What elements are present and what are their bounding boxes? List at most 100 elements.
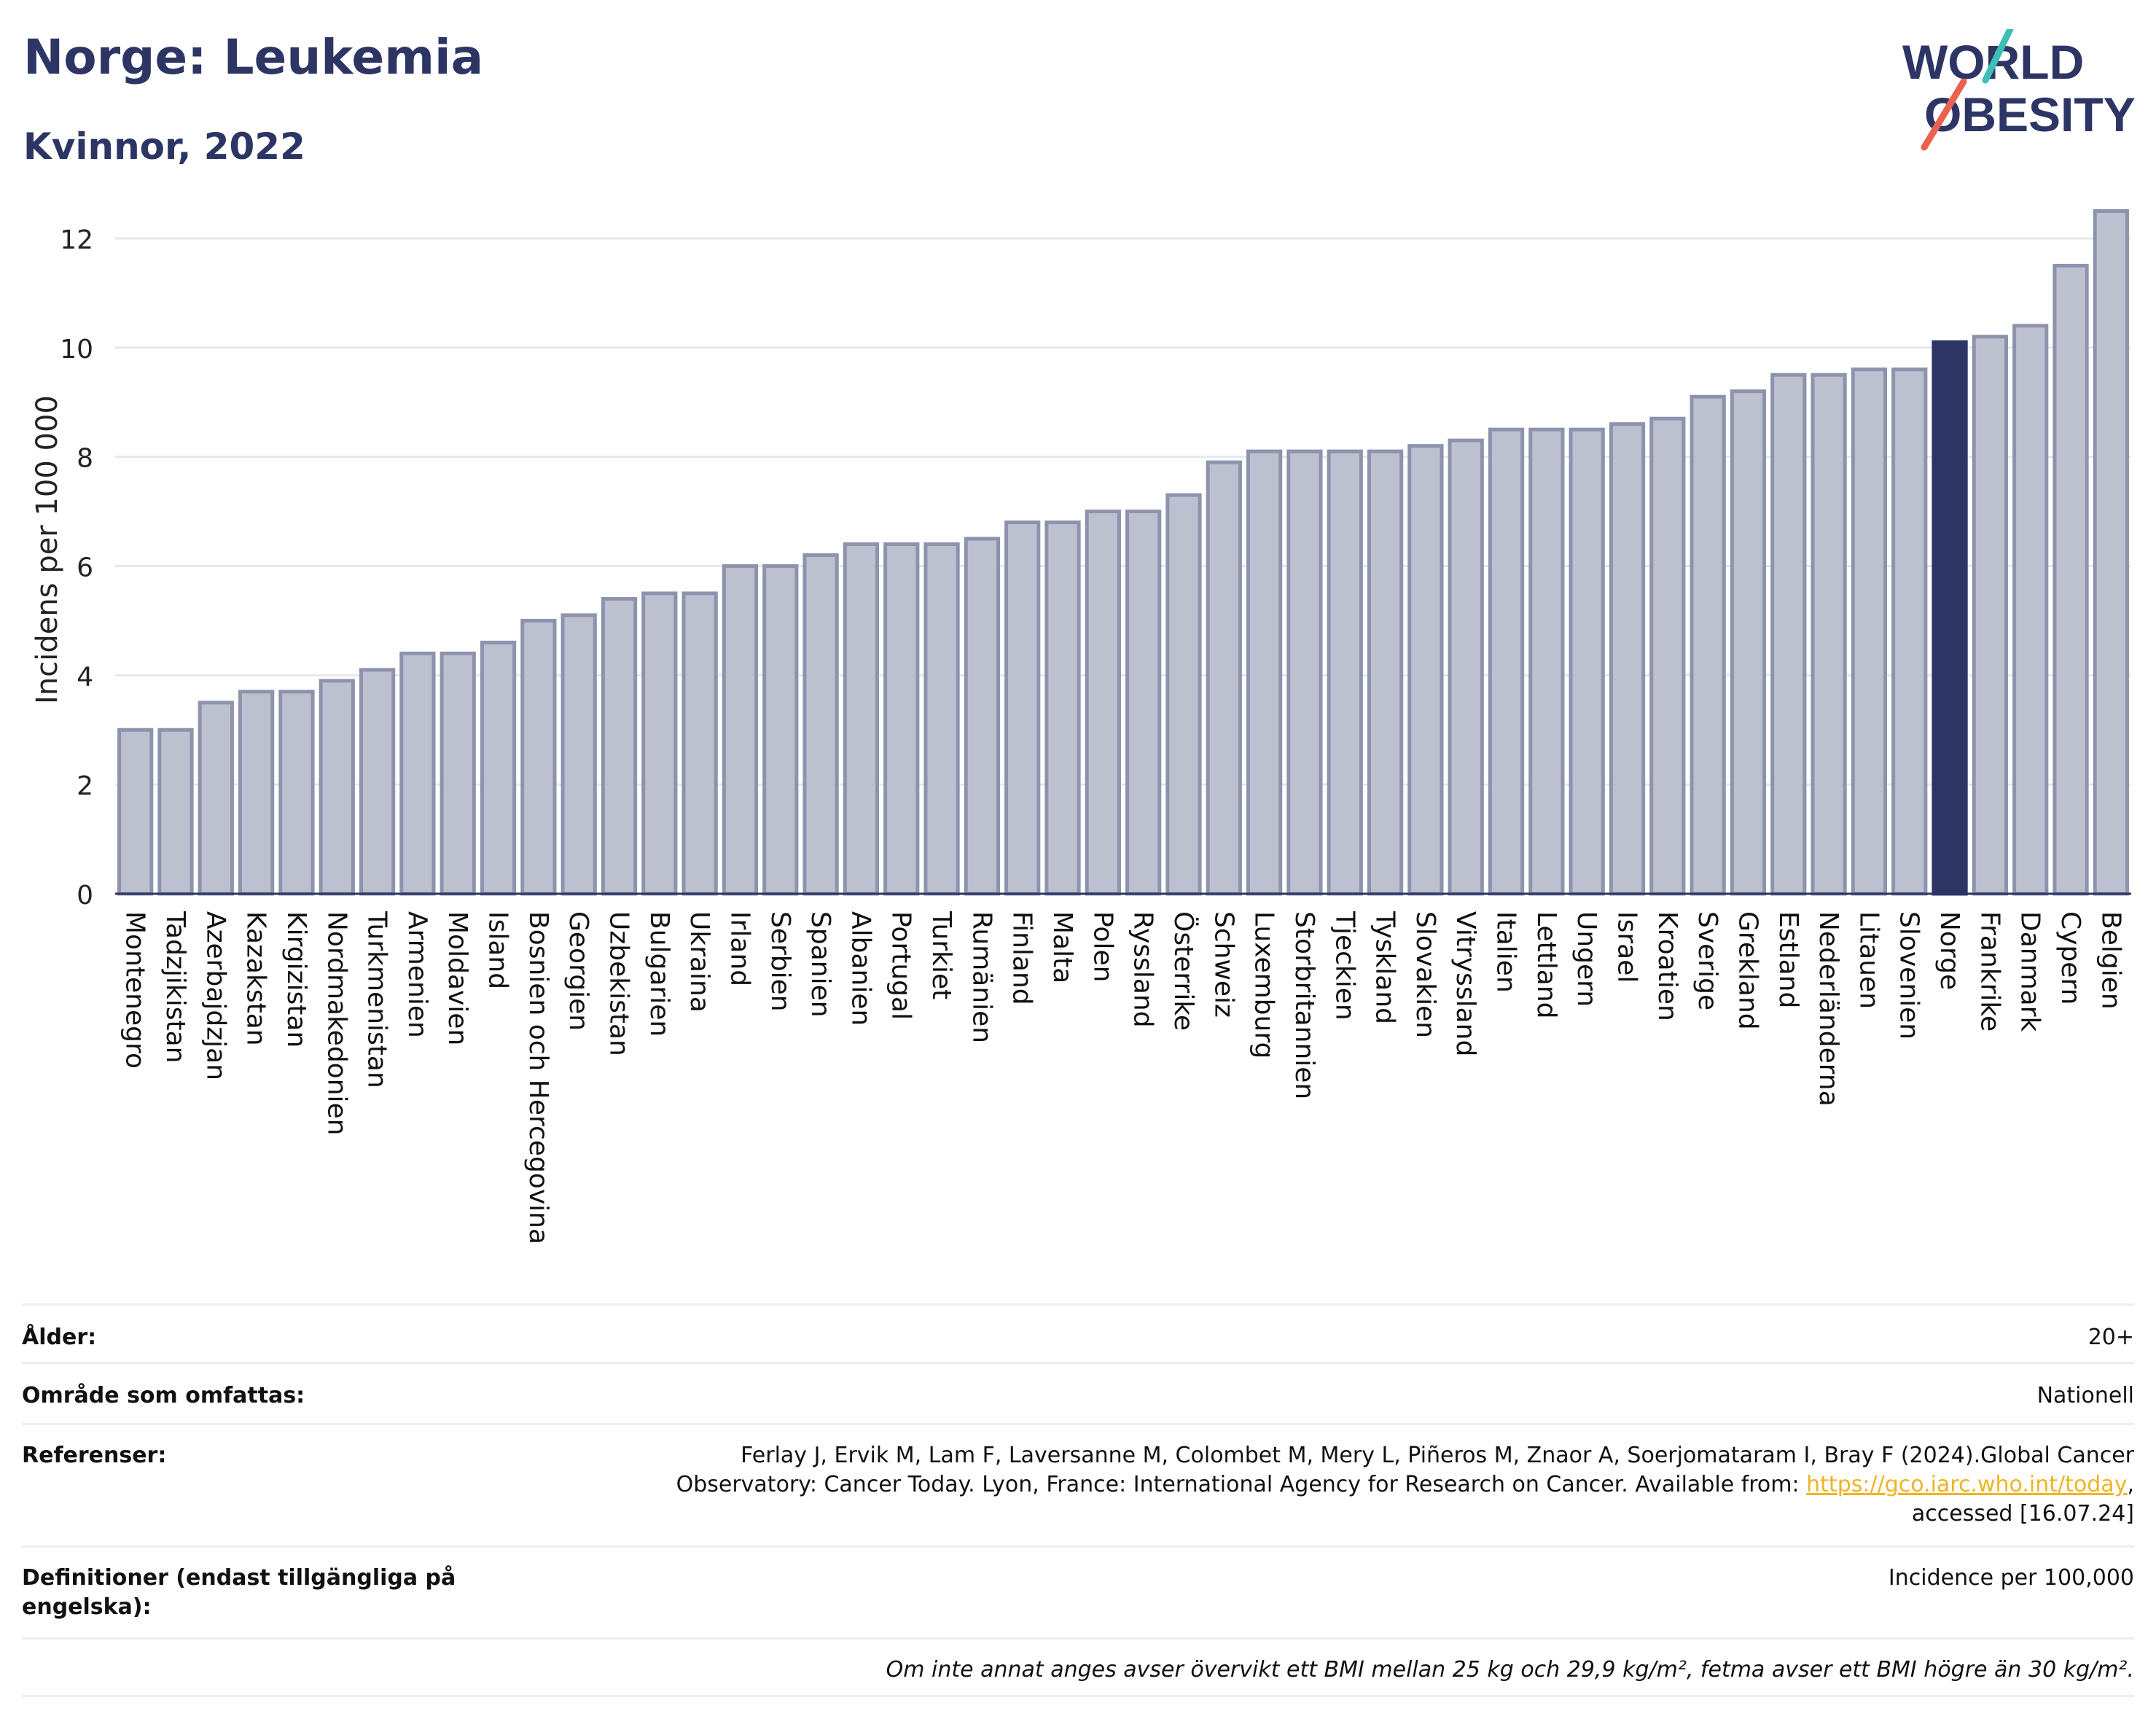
x-tick-label: Turkmenistan [362, 911, 392, 1088]
x-tick-label: Bulgarien [644, 911, 674, 1037]
x-tick-label: Tyskland [1370, 911, 1400, 1024]
bar [1528, 427, 1565, 896]
definitions-label: Definitioner (endast tillgängliga på eng… [22, 1565, 456, 1620]
bar [561, 613, 597, 896]
bar-chart: 0 2 4 6 8 10 12 Incidens per 100 000 Montenegro T… [31, 208, 2131, 1244]
y-tick-label: 4 [77, 662, 93, 692]
x-tick-label: Rumänien [966, 911, 996, 1043]
x-tick-label: Serbien [765, 911, 795, 1012]
bar [762, 564, 799, 896]
info-row-age: Ålder: 20+ [22, 1303, 2134, 1362]
logo-text-obesity: OBESITY [1924, 87, 2136, 141]
bar [1649, 416, 1686, 896]
x-tick-label: Nordmakedonien [321, 911, 351, 1135]
x-tick-label: Slovenien [1894, 911, 1924, 1040]
x-tick-label: Frankrike [1975, 911, 2004, 1032]
info-row-area: Område som omfattas: Nationell [22, 1362, 2134, 1423]
x-tick-label: Norge [1934, 911, 1964, 990]
x-tick-label: Österrike [1168, 911, 1199, 1031]
bar [1286, 449, 1323, 896]
x-tick-label: Litauen [1854, 911, 1883, 1009]
bar [1891, 367, 1928, 896]
x-tick-label: Kazakstan [241, 911, 271, 1046]
bmi-note: Om inte annat anges avser övervikt ett B… [886, 1657, 2134, 1683]
x-tick-label: Belgien [2096, 911, 2125, 1010]
bar [1206, 460, 1242, 896]
bar [440, 651, 476, 896]
x-tick-label: Azerbajdzjan [200, 911, 230, 1080]
bar [238, 690, 275, 896]
bar [843, 542, 880, 896]
x-tick-label: Finland [1007, 911, 1037, 1005]
bar [319, 679, 355, 896]
references-line-3: accessed [16.07.24] [1911, 1501, 2134, 1527]
references-line-2-text: Observatory: Cancer Today. Lyon, France:… [676, 1472, 1807, 1497]
x-tick-label: Spanien [805, 911, 835, 1018]
x-tick-label: Turkiet [926, 911, 956, 999]
bar [2093, 208, 2129, 896]
bar [1044, 520, 1081, 896]
page-title: Norge: Leukemia [23, 29, 484, 85]
x-tick-label: Polen [1087, 911, 1117, 982]
x-tick-label: Portugal [886, 911, 916, 1020]
bar [1246, 449, 1283, 896]
bar [1448, 438, 1484, 896]
bar [1085, 510, 1121, 896]
bar [964, 537, 1001, 896]
bar [278, 690, 315, 896]
x-tick-label: Ukraina [684, 911, 714, 1013]
x-tick-label: Grekland [1733, 911, 1762, 1030]
logo-slash-teal [1982, 29, 2014, 84]
x-tick-label: Lettland [1531, 911, 1561, 1019]
bar [157, 728, 194, 896]
x-tick-label: Danmark [2015, 911, 2045, 1032]
references-label: Referenser: [22, 1443, 167, 1468]
bar [480, 640, 517, 896]
x-tick-label: Irland [724, 911, 754, 986]
x-tick-label: Italien [1491, 911, 1521, 993]
bar [359, 668, 396, 896]
references-line-2: Observatory: Cancer Today. Lyon, France:… [531, 1470, 2134, 1500]
bar [1770, 373, 1807, 896]
bar [1407, 444, 1444, 896]
y-tick-label: 2 [77, 771, 93, 801]
x-tick-label: Nederländerna [1813, 911, 1843, 1107]
area-label: Område som omfattas: [22, 1383, 305, 1408]
bar [2053, 263, 2089, 896]
bar [1327, 449, 1363, 896]
x-tick-label: Ryssland [1128, 911, 1158, 1028]
x-tick-label: Vitryssland [1450, 911, 1480, 1056]
bar [802, 553, 839, 896]
x-tick-label: Tjeckien [1329, 911, 1359, 1021]
bar-highlighted [1932, 340, 1968, 896]
bar [681, 591, 718, 896]
references-line-2-end: , [2127, 1472, 2134, 1497]
info-row-references: Referenser: Ferlay J, Ervik M, Lam F, La… [22, 1423, 2134, 1545]
x-tick-label: Kirgizistan [281, 911, 311, 1048]
area-value: Nationell [2036, 1383, 2134, 1408]
x-tick-label: Cypern [2055, 911, 2085, 1005]
x-tick-label: Bosnien och Hercegovina [523, 911, 553, 1244]
bar [1125, 510, 1162, 896]
y-tick-label: 6 [77, 553, 93, 582]
bar [923, 542, 960, 896]
bar [883, 542, 920, 896]
references-link[interactable]: https://gco.iarc.who.int/today [1806, 1472, 2128, 1497]
x-tick-label: Storbritannien [1289, 911, 1319, 1099]
y-tick-label: 10 [60, 335, 93, 364]
age-label: Ålder: [22, 1325, 97, 1350]
x-tick-label: Malta [1047, 911, 1077, 983]
x-tick-label: Ungern [1571, 911, 1601, 1007]
bar [117, 728, 154, 896]
x-tick-label: Sverige [1692, 911, 1722, 1010]
bar [601, 596, 638, 896]
info-table: Ålder: 20+ Område som omfattas: Nationel… [22, 1303, 2134, 1697]
y-tick-label: 0 [77, 881, 93, 911]
world-obesity-logo-icon: WORLD OBESITY [1902, 29, 2136, 151]
bar [1690, 394, 1726, 896]
x-tick-label: Tadzjikistan [160, 911, 190, 1063]
x-tick-label: Island [483, 911, 513, 989]
references-value: Ferlay J, Ervik M, Lam F, Laversanne M, … [531, 1441, 2134, 1545]
y-axis-label: Incidens per 100 000 [31, 395, 64, 704]
x-tick-label: Moldavien [442, 911, 472, 1045]
